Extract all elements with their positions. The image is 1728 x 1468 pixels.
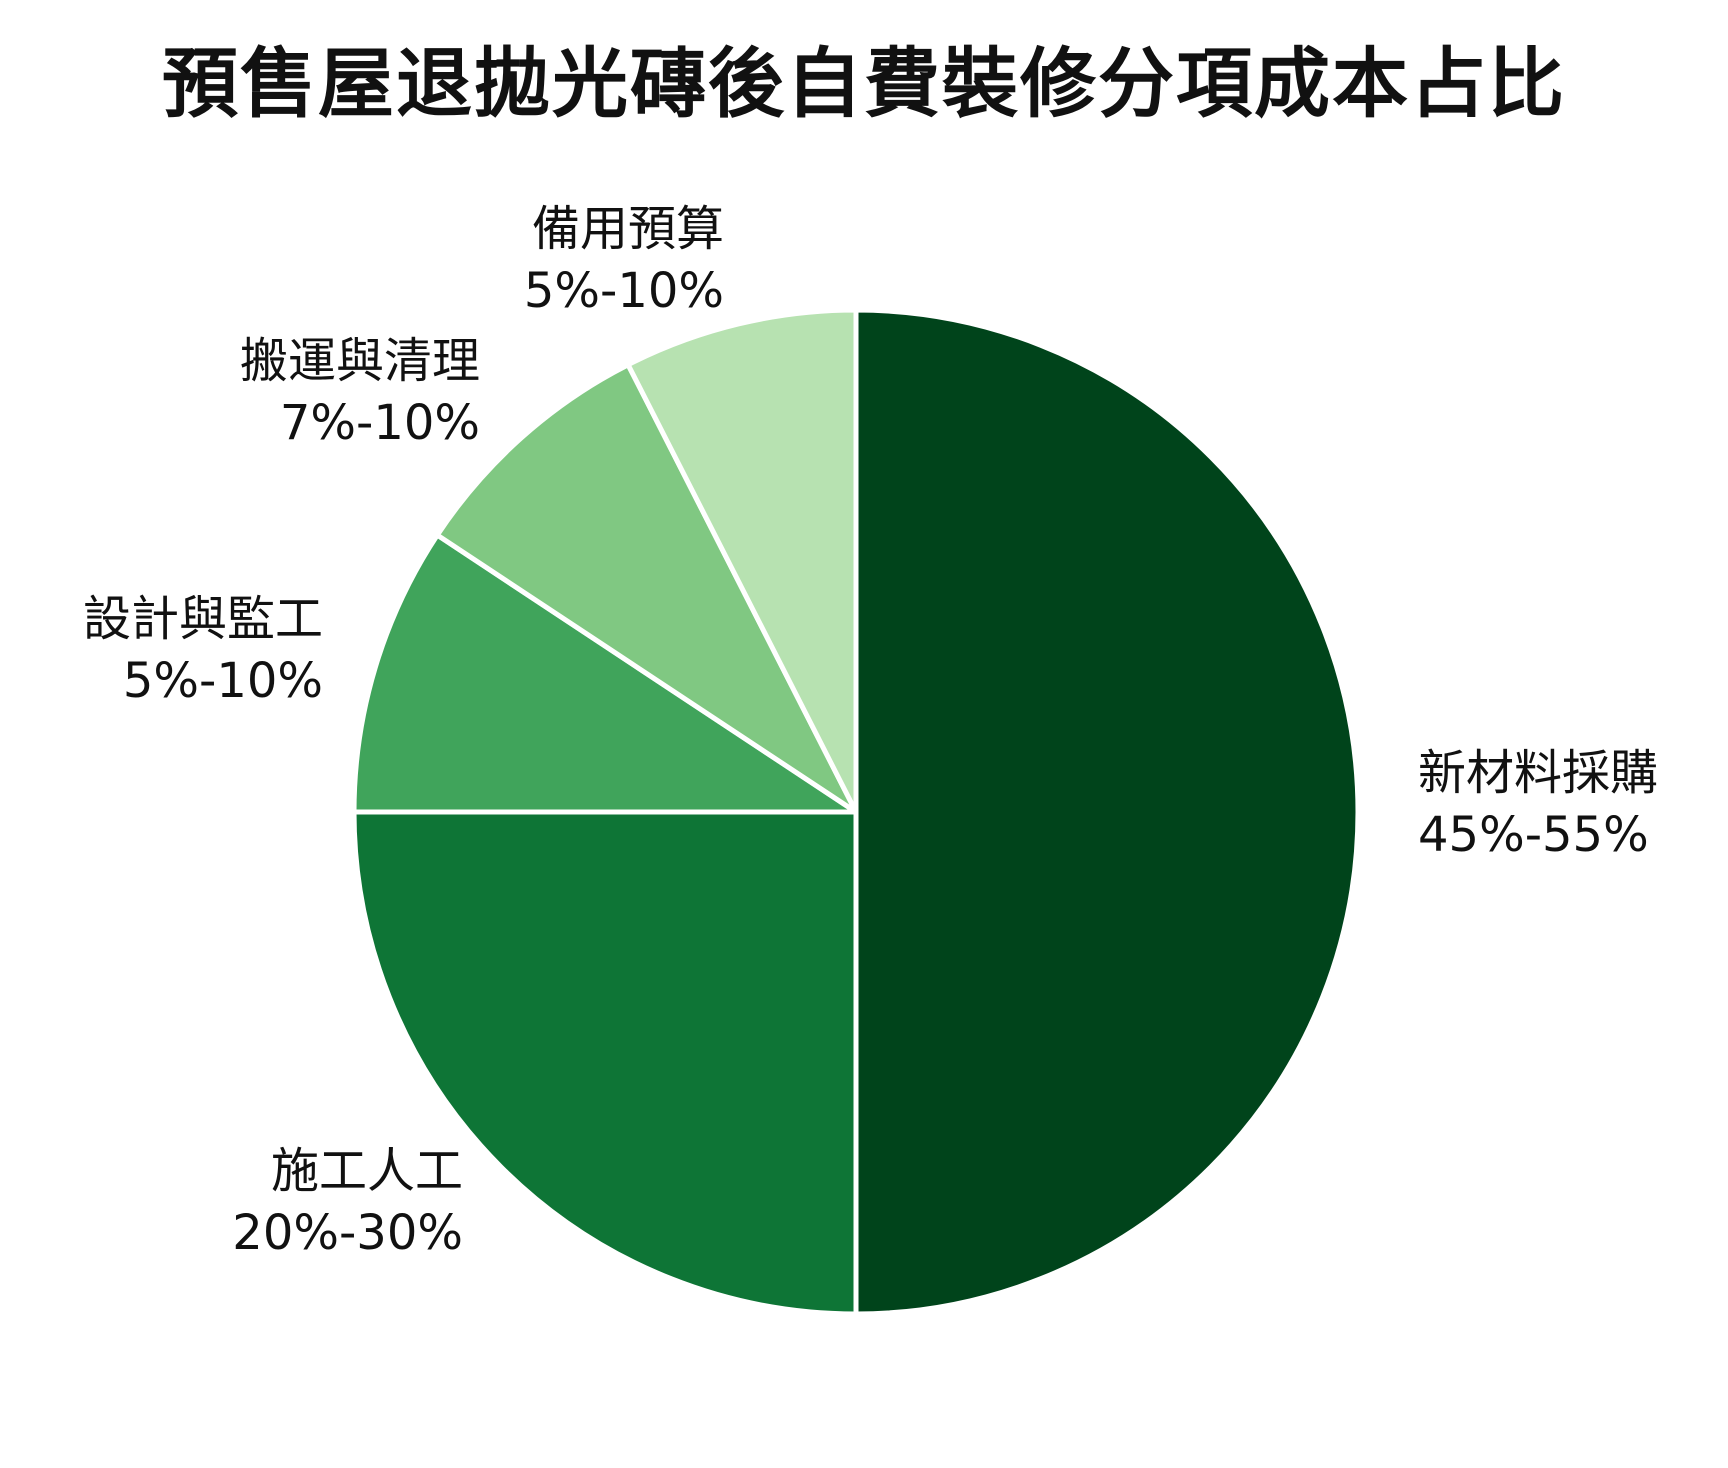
label-moving-cleaning: 搬運與清理 7%-10%	[240, 330, 480, 454]
pie-slice-2	[351, 532, 859, 815]
pie-slice-1	[351, 809, 859, 1317]
pie-slice-0	[853, 307, 1361, 1317]
label-name: 新材料採購	[1418, 745, 1659, 801]
label-range: 5%-10%	[122, 653, 323, 709]
label-contingency: 備用預算 5%-10%	[524, 198, 724, 322]
pie-slice-4	[625, 307, 859, 815]
label-new-materials: 新材料採購 45%-55%	[1418, 742, 1658, 866]
label-design-supervision: 設計與監工 5%-10%	[83, 588, 323, 712]
label-name: 搬運與清理	[239, 333, 480, 389]
label-labor: 施工人工 20%-30%	[232, 1140, 463, 1264]
label-range: 45%-55%	[1418, 807, 1649, 863]
pie-slice-3	[434, 362, 859, 815]
label-range: 5%-10%	[523, 263, 724, 319]
label-range: 20%-30%	[232, 1205, 463, 1261]
chart-title: 預售屋退拋光磚後自費裝修分項成本占比	[162, 39, 1566, 128]
label-name: 備用預算	[531, 201, 724, 257]
label-name: 施工人工	[270, 1143, 463, 1199]
pie-slices	[351, 307, 1361, 1317]
label-name: 設計與監工	[82, 591, 323, 647]
label-range: 7%-10%	[279, 395, 480, 451]
